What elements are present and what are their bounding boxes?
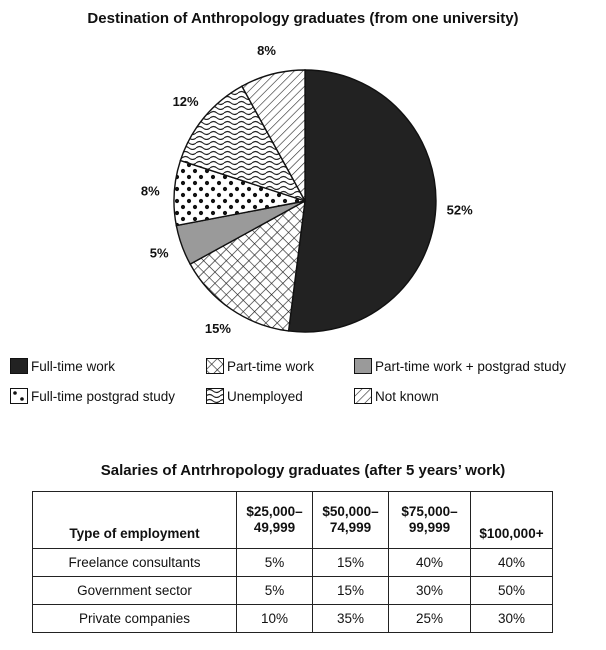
table-cell: 15% xyxy=(312,576,389,605)
legend-label: Part-time work + postgrad study xyxy=(375,358,566,374)
pie-value-label: 8% xyxy=(141,183,160,198)
table-cell: 30% xyxy=(388,576,471,605)
row-label: Freelance consultants xyxy=(32,548,237,577)
table-header-row: Type of employment $25,000– 49,999 $50,00… xyxy=(32,491,553,549)
pie-chart-title: Destination of Anthropology graduates (f… xyxy=(87,10,519,27)
table-cell: 30% xyxy=(470,604,553,633)
pie-value-label: 15% xyxy=(205,321,231,336)
pie-value-label: 12% xyxy=(173,94,199,109)
table-cell: 5% xyxy=(236,548,313,577)
legend-item-not-known: Not known xyxy=(354,388,439,404)
table-cell: 25% xyxy=(388,604,471,633)
table-cell: 10% xyxy=(236,604,313,633)
table-cell: 15% xyxy=(312,548,389,577)
table-cell: 40% xyxy=(470,548,553,577)
legend-label: Unemployed xyxy=(227,388,303,404)
salary-table: Type of employment $25,000– 49,999 $50,00… xyxy=(32,491,553,633)
table-cell: 40% xyxy=(388,548,471,577)
legend-swatch-solid-dark xyxy=(10,358,28,374)
salary-table-title: Salaries of Antrhropology graduates (aft… xyxy=(100,462,506,479)
legend-label: Full-time work xyxy=(31,358,116,374)
table-cell: 35% xyxy=(312,604,389,633)
legend-item-full-time-postgrad: Full-time postgrad study xyxy=(10,388,175,404)
table-row: Freelance consultants 5% 15% 40% 40% xyxy=(32,548,553,577)
legend-label: Not known xyxy=(375,388,439,404)
legend-label: Full-time postgrad study xyxy=(31,388,176,404)
legend-item-part-time-work: Part-time work xyxy=(206,358,314,374)
column-header-range: $100,000+ xyxy=(470,491,553,549)
column-header-range: $75,000– 99,999 xyxy=(388,491,471,549)
pie-value-label: 52% xyxy=(447,203,473,218)
pie-value-label: 5% xyxy=(150,246,169,261)
legend-item-full-time-work: Full-time work xyxy=(10,358,115,374)
table-cell: 5% xyxy=(236,576,313,605)
legend-swatch-wavy xyxy=(206,388,224,404)
table-row: Private companies 10% 35% 25% 30% xyxy=(32,604,553,633)
legend-label: Part-time work xyxy=(227,358,315,374)
pie-chart: 52% 15% 5% 8% 12% 8% xyxy=(141,43,473,336)
table-cell: 50% xyxy=(470,576,553,605)
legend-swatch-diagonal xyxy=(354,388,372,404)
legend-swatch-solid-grey xyxy=(354,358,372,374)
pie-slice-full-time-work xyxy=(287,69,437,333)
legend-item-unemployed: Unemployed xyxy=(206,388,303,404)
column-header-type: Type of employment xyxy=(32,491,237,549)
pie-slice-part-time-work xyxy=(189,199,306,332)
column-header-range: $50,000– 74,999 xyxy=(312,491,389,549)
legend-item-part-time-postgrad: Part-time work + postgrad study xyxy=(354,358,566,374)
table-row: Government sector 5% 15% 30% 50% xyxy=(32,576,553,605)
pie-value-label: 8% xyxy=(257,43,276,58)
pie-slice-unemployed xyxy=(179,85,307,203)
pie-slice-not-known xyxy=(240,69,306,202)
row-label: Government sector xyxy=(32,576,237,605)
legend-swatch-dots xyxy=(10,388,28,404)
legend-swatch-crosshatch xyxy=(206,358,224,374)
row-label: Private companies xyxy=(32,604,237,633)
column-header-range: $25,000– 49,999 xyxy=(236,491,313,549)
